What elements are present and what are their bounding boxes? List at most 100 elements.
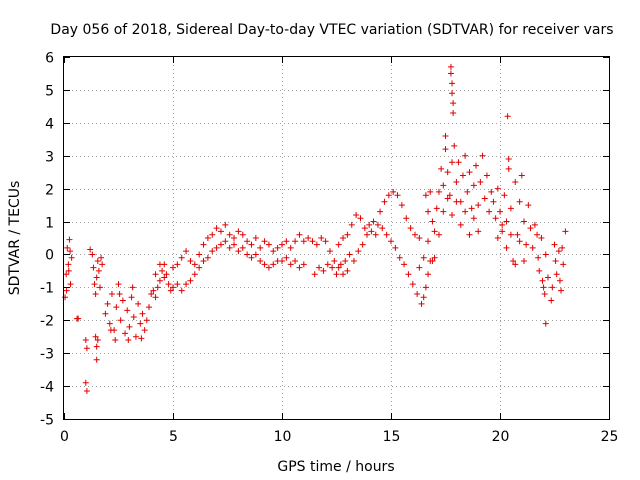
data-point [466,169,473,176]
data-point [91,281,98,288]
data-point [161,274,168,281]
data-point [392,244,399,251]
data-point [156,261,163,268]
y-tick-label: 0 [45,248,54,264]
data-point [311,271,318,278]
data-point [138,335,145,342]
data-point [196,264,203,271]
data-point [318,235,325,241]
data-point [438,165,445,172]
data-point [139,310,146,317]
data-point [104,300,111,307]
data-point [252,251,259,258]
data-point [401,261,408,268]
data-point [137,320,144,327]
data-point [544,274,551,281]
data-point [348,221,355,228]
data-point [505,165,512,172]
data-point [90,264,97,271]
data-point [462,208,469,215]
data-point [322,238,329,245]
data-point [379,225,386,232]
x-tick-label: 5 [169,429,178,445]
data-point [154,284,161,291]
data-point [257,244,264,251]
data-point [65,267,72,274]
data-point [187,258,194,265]
data-point [159,267,166,274]
data-point [368,228,375,235]
data-point [108,290,115,297]
data-point [425,238,432,245]
x-axis-label: GPS time / hours [277,459,394,475]
data-point [444,195,451,202]
data-point [535,254,542,261]
data-point [350,258,357,265]
data-point [63,271,70,278]
data-point [473,162,480,169]
data-point [279,241,285,248]
data-point [516,238,523,245]
data-point [359,241,366,248]
data-point [292,238,299,245]
data-point [370,218,377,225]
data-point [455,159,462,166]
data-point [429,258,436,265]
data-point [152,271,159,278]
data-point [447,63,454,70]
y-tick-label: 4 [45,117,54,133]
data-point [499,228,506,235]
data-point [562,228,569,235]
x-tick-label: 0 [60,429,69,445]
data-point [257,258,264,265]
data-point [248,254,255,261]
data-point [209,231,216,238]
data-point [217,241,224,248]
data-point [130,313,137,320]
data-point [344,231,351,238]
data-point [542,320,549,327]
data-point [510,258,517,265]
data-point [222,238,229,245]
data-point [265,241,272,248]
data-point [163,271,170,278]
data-point [431,254,438,261]
data-point [141,327,148,334]
data-point [283,238,290,245]
data-point [520,218,527,225]
data-point [516,198,523,205]
x-tick-label: 25 [601,429,619,445]
data-point [442,132,449,139]
data-point [449,211,456,218]
data-point [124,307,131,314]
data-point [292,258,299,265]
data-point [96,284,103,291]
data-point [429,218,436,225]
data-points [62,63,569,395]
data-point [468,205,475,212]
data-point [422,284,429,291]
data-point [129,284,136,291]
data-point [92,290,99,297]
data-point [462,152,469,159]
y-tick-label: -5 [40,413,54,429]
data-point [98,254,105,261]
data-point [418,300,425,307]
data-point [560,261,567,268]
y-tick-label: -1 [40,281,54,297]
data-point [514,231,521,238]
y-tick-label: 1 [45,216,54,232]
data-point [481,195,488,202]
data-point [459,172,466,179]
data-point [117,317,124,324]
data-point [420,254,427,261]
data-point [416,264,423,271]
data-point [501,192,508,199]
y-tick-label: -4 [40,380,54,396]
data-point [92,333,99,340]
data-point [403,215,410,222]
data-point [231,241,238,248]
data-point [252,235,259,241]
data-point [287,244,294,251]
